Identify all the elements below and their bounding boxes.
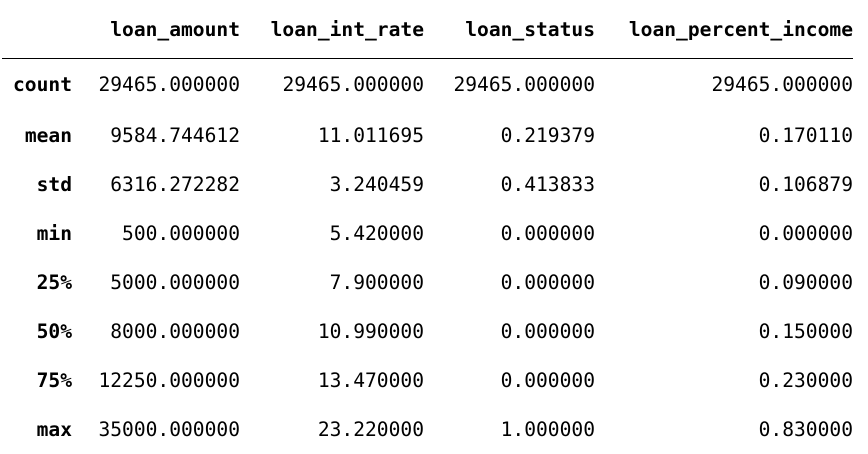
- table-cell: 0.106879: [595, 160, 853, 209]
- table-cell: 0.000000: [424, 258, 595, 307]
- table-cell: 29465.000000: [424, 59, 595, 111]
- column-header: loan_percent_income: [595, 0, 853, 59]
- table-cell: 0.000000: [424, 307, 595, 356]
- table-cell: 0.219379: [424, 111, 595, 160]
- table-cell: 0.413833: [424, 160, 595, 209]
- table-cell: 7.900000: [240, 258, 424, 307]
- table-cell: 0.090000: [595, 258, 853, 307]
- header-row: loan_amount loan_int_rate loan_status lo…: [2, 0, 853, 59]
- table-row: 50% 8000.000000 10.990000 0.000000 0.150…: [2, 307, 853, 356]
- table-row: min 500.000000 5.420000 0.000000 0.00000…: [2, 209, 853, 258]
- table-row: std 6316.272282 3.240459 0.413833 0.1068…: [2, 160, 853, 209]
- table-cell: 0.000000: [424, 209, 595, 258]
- table-cell: 29465.000000: [595, 59, 853, 111]
- table-row: mean 9584.744612 11.011695 0.219379 0.17…: [2, 111, 853, 160]
- table-row: 25% 5000.000000 7.900000 0.000000 0.0900…: [2, 258, 853, 307]
- table-header: loan_amount loan_int_rate loan_status lo…: [2, 0, 853, 59]
- table-cell: 0.000000: [595, 209, 853, 258]
- table-cell: 35000.000000: [72, 405, 240, 454]
- table-cell: 0.830000: [595, 405, 853, 454]
- index-header: [2, 0, 72, 59]
- row-label: mean: [2, 111, 72, 160]
- row-label: 50%: [2, 307, 72, 356]
- table-cell: 0.150000: [595, 307, 853, 356]
- table-row: max 35000.000000 23.220000 1.000000 0.83…: [2, 405, 853, 454]
- table-cell: 12250.000000: [72, 356, 240, 405]
- table-cell: 0.170110: [595, 111, 853, 160]
- table-cell: 500.000000: [72, 209, 240, 258]
- row-label: min: [2, 209, 72, 258]
- table-cell: 1.000000: [424, 405, 595, 454]
- row-label: 25%: [2, 258, 72, 307]
- table-cell: 13.470000: [240, 356, 424, 405]
- column-header: loan_amount: [72, 0, 240, 59]
- table-row: count 29465.000000 29465.000000 29465.00…: [2, 59, 853, 111]
- row-label: max: [2, 405, 72, 454]
- table-cell: 6316.272282: [72, 160, 240, 209]
- row-label: std: [2, 160, 72, 209]
- table-row: 75% 12250.000000 13.470000 0.000000 0.23…: [2, 356, 853, 405]
- table-cell: 0.230000: [595, 356, 853, 405]
- table-cell: 3.240459: [240, 160, 424, 209]
- table-cell: 29465.000000: [72, 59, 240, 111]
- table-cell: 8000.000000: [72, 307, 240, 356]
- table-cell: 5.420000: [240, 209, 424, 258]
- column-header: loan_int_rate: [240, 0, 424, 59]
- table-cell: 10.990000: [240, 307, 424, 356]
- table-cell: 23.220000: [240, 405, 424, 454]
- table-cell: 5000.000000: [72, 258, 240, 307]
- table-cell: 0.000000: [424, 356, 595, 405]
- row-label: count: [2, 59, 72, 111]
- table-cell: 9584.744612: [72, 111, 240, 160]
- table-body: count 29465.000000 29465.000000 29465.00…: [2, 59, 853, 454]
- table-cell: 11.011695: [240, 111, 424, 160]
- row-label: 75%: [2, 356, 72, 405]
- table-cell: 29465.000000: [240, 59, 424, 111]
- column-header: loan_status: [424, 0, 595, 59]
